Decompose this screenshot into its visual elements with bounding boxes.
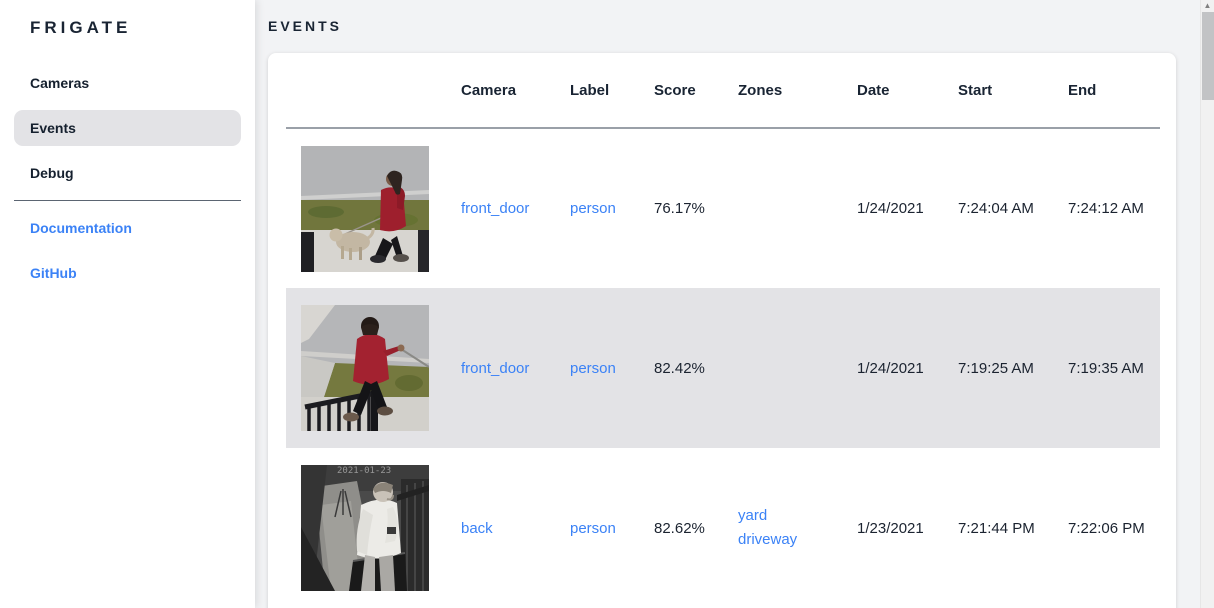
sidebar-link-github[interactable]: GitHub	[14, 255, 241, 291]
column-header-zones: Zones	[723, 53, 842, 129]
thumbnail-timestamp-overlay: 2021-01-23	[337, 466, 391, 476]
page-title: EVENTS	[268, 18, 343, 34]
event-date-cell: 1/23/2021	[857, 519, 924, 537]
sidebar-divider	[14, 200, 241, 201]
sidebar-item-label: Debug	[30, 165, 74, 181]
column-header-score: Score	[639, 53, 723, 129]
scrollbar-thumb[interactable]	[1201, 12, 1214, 100]
vertical-scrollbar[interactable]: ▲	[1200, 0, 1214, 608]
event-score-cell: 76.17%	[654, 200, 705, 217]
event-start-cell: 7:19:25 AM	[958, 359, 1034, 377]
zone-link[interactable]: yard	[738, 507, 768, 524]
event-row[interactable]: front_door person 76.17% 1/24/2021 7:24:…	[286, 128, 1160, 288]
event-thumbnail-cell: 2021-01-23	[286, 448, 446, 608]
sidebar-item-events[interactable]: Events	[14, 110, 241, 146]
event-label-cell: person	[555, 448, 639, 608]
event-thumbnail-person-night-infrared[interactable]: 2021-01-23	[301, 465, 429, 591]
app-logo: FRIGATE	[30, 18, 132, 37]
event-row[interactable]: front_door person 82.42% 1/24/2021 7:19:…	[286, 288, 1160, 448]
sidebar-link-label: GitHub	[30, 265, 77, 281]
zone-link[interactable]: driveway	[738, 531, 798, 548]
camera-link[interactable]: back	[461, 519, 493, 537]
event-zones-cell	[723, 288, 842, 448]
zones-list: yard driveway	[738, 504, 842, 552]
main-content: EVENTS Camera Label Score Zones Date Sta…	[255, 0, 1200, 608]
table-header-row: Camera Label Score Zones Date Start End	[286, 53, 1160, 129]
sidebar-nav: Cameras Events Debug Documentation GitHu…	[14, 65, 241, 291]
column-header-start: Start	[943, 53, 1053, 129]
label-link[interactable]: person	[570, 200, 616, 217]
column-header-date: Date	[842, 53, 943, 129]
camera-link[interactable]: front_door	[461, 359, 530, 377]
sidebar-link-documentation[interactable]: Documentation	[14, 210, 241, 246]
event-label-cell: person	[555, 128, 639, 288]
event-thumbnail-person-dog-red-coat[interactable]	[301, 145, 429, 272]
event-start-cell: 7:24:04 AM	[958, 200, 1034, 217]
event-date-cell: 1/24/2021	[857, 200, 924, 217]
event-zones-cell	[723, 128, 842, 288]
events-card: Camera Label Score Zones Date Start End	[268, 53, 1176, 608]
event-camera-cell: front_door	[446, 288, 555, 448]
sidebar-link-label: Documentation	[30, 220, 132, 236]
event-thumbnail-cell	[286, 288, 446, 448]
event-end-cell: 7:24:12 AM	[1068, 200, 1144, 217]
event-camera-cell: back	[446, 448, 555, 608]
event-label-cell: person	[555, 288, 639, 448]
sidebar-item-label: Cameras	[30, 75, 90, 91]
column-header-thumbnail	[286, 53, 446, 129]
event-score-cell: 82.62%	[654, 519, 705, 537]
event-zones-cell: yard driveway	[723, 448, 842, 608]
event-date-cell: 1/24/2021	[857, 359, 924, 377]
event-end-cell: 7:19:35 AM	[1068, 359, 1144, 377]
event-score-cell: 82.42%	[654, 359, 705, 377]
events-table: Camera Label Score Zones Date Start End	[286, 53, 1160, 608]
sidebar-item-cameras[interactable]: Cameras	[14, 65, 241, 101]
event-thumbnail-person-dog-red-hoodie[interactable]	[301, 305, 429, 431]
column-header-label: Label	[555, 53, 639, 129]
event-camera-cell: front_door	[446, 128, 555, 288]
label-link[interactable]: person	[570, 359, 616, 377]
column-header-end: End	[1053, 53, 1160, 129]
camera-link[interactable]: front_door	[461, 200, 530, 217]
event-end-cell: 7:22:06 PM	[1068, 519, 1145, 537]
sidebar-item-debug[interactable]: Debug	[14, 155, 241, 191]
scroll-up-arrow-icon[interactable]: ▲	[1203, 1, 1212, 10]
event-start-cell: 7:21:44 PM	[958, 519, 1035, 537]
label-link[interactable]: person	[570, 519, 616, 537]
event-thumbnail-cell	[286, 128, 446, 288]
column-header-camera: Camera	[446, 53, 555, 129]
sidebar: FRIGATE Cameras Events Debug Documentati…	[0, 0, 255, 608]
sidebar-item-label: Events	[30, 120, 76, 136]
event-row[interactable]: 2021-01-23 back person 82.62% yard drive…	[286, 448, 1160, 608]
